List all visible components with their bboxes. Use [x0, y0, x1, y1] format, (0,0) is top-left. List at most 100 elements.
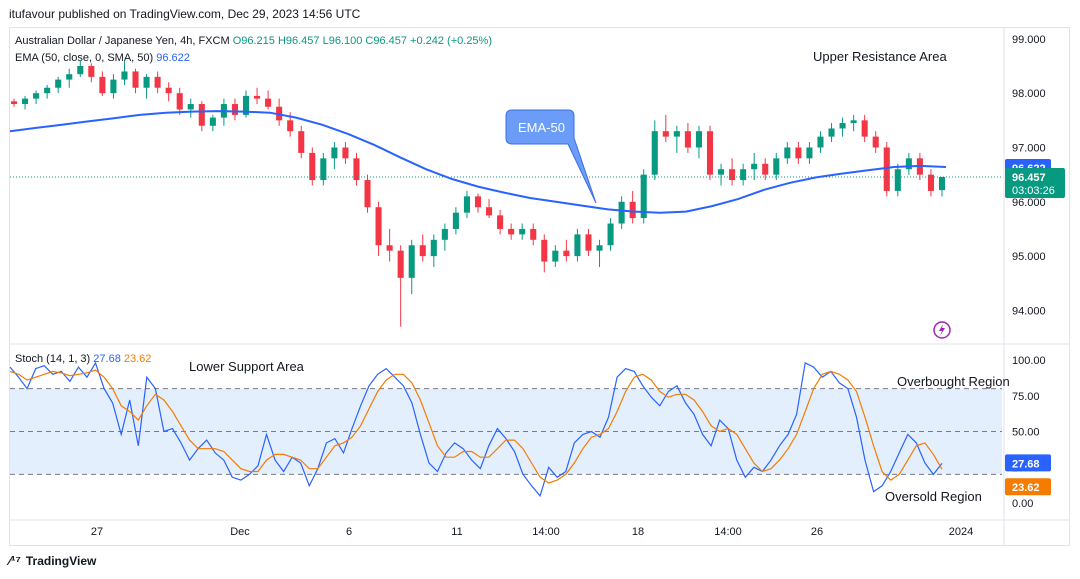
- stoch-label: Stoch (14, 1, 3): [15, 353, 91, 365]
- candle-body: [242, 95, 250, 115]
- stoch-d-value: 23.62: [123, 353, 152, 365]
- last-price-badge: [1005, 167, 1065, 198]
- candle-body: [121, 71, 128, 80]
- oversold-annotation: Oversold Region: [885, 489, 982, 504]
- candle-body: [77, 66, 84, 75]
- candle-body: [353, 158, 360, 181]
- time-tick-label: 14:00: [532, 526, 560, 538]
- candle-body: [552, 250, 559, 262]
- candle-body: [33, 93, 40, 99]
- candle-body: [607, 223, 614, 246]
- candle-body: [88, 66, 95, 77]
- candle-body: [729, 169, 736, 181]
- candle-body: [508, 228, 515, 235]
- candle-body: [55, 79, 62, 88]
- candle-body: [66, 74, 73, 80]
- tradingview-footer[interactable]: ⁄¹⁷ TradingView: [9, 553, 96, 568]
- stoch-legend[interactable]: Stoch (14, 1, 3) 27.68 23.62: [15, 353, 151, 365]
- last-price-badge-text: 96.457: [1012, 172, 1046, 184]
- candle-body: [265, 98, 272, 107]
- stoch-tick-label: 0.00: [1012, 498, 1033, 510]
- candle-body: [662, 131, 669, 137]
- time-tick-label: 18: [632, 526, 644, 538]
- symbol-label: Australian Dollar / Japanese Yen, 4h, FX…: [15, 35, 230, 47]
- candle-body: [541, 239, 548, 262]
- candle-body: [596, 245, 603, 251]
- candle-body: [861, 120, 868, 137]
- candle-body: [375, 207, 382, 246]
- candle-body: [176, 93, 183, 110]
- candle-body: [408, 245, 415, 278]
- upper-resistance-annotation: Upper Resistance Area: [813, 49, 947, 64]
- candle-body: [751, 163, 758, 170]
- stoch-k-badge: [1005, 454, 1051, 472]
- candle-body: [762, 163, 769, 175]
- candle-body: [828, 128, 835, 137]
- candle-body: [817, 136, 824, 148]
- stoch-tick-label: 75.00: [1012, 391, 1040, 403]
- lightning-icon-bolt: [939, 324, 945, 336]
- candle-body: [740, 169, 747, 181]
- ema-label: EMA (50, close, 0, SMA, 50): [15, 52, 154, 64]
- price-tick-label: 95.000: [1012, 251, 1046, 263]
- candle-body: [254, 95, 261, 99]
- candle-body: [430, 239, 437, 257]
- time-tick-label: 26: [811, 526, 823, 538]
- candle-body: [706, 131, 714, 175]
- candle-body: [872, 136, 879, 148]
- candle-body: [651, 131, 658, 175]
- ema-callout-text: EMA-50: [518, 120, 565, 135]
- candle-body: [806, 147, 813, 159]
- stoch-d-line: [9, 369, 943, 484]
- stoch-d-badge: [1005, 478, 1051, 496]
- overbought-annotation: Overbought Region: [897, 374, 1010, 389]
- candle-body: [474, 196, 482, 208]
- candle-body: [574, 234, 581, 257]
- candle-body: [497, 215, 504, 229]
- lightning-icon: [933, 321, 951, 339]
- candle-body: [110, 79, 117, 94]
- ema-legend[interactable]: EMA (50, close, 0, SMA, 50) 96.622: [15, 52, 190, 64]
- time-tick-label: 14:00: [714, 526, 742, 538]
- candle-body: [309, 152, 316, 181]
- candle-body: [22, 98, 29, 105]
- price-tick-label: 99.000: [1012, 34, 1046, 46]
- candle-body: [629, 201, 636, 219]
- time-tick-label: 27: [91, 526, 103, 538]
- price-tick-label: 97.000: [1012, 142, 1046, 154]
- time-tick-label: 2024: [949, 526, 973, 538]
- candle-body: [231, 104, 238, 115]
- time-tick-label: 6: [346, 526, 352, 538]
- candle-body: [132, 71, 139, 88]
- candle-body: [563, 250, 570, 257]
- time-tick-label: Dec: [230, 526, 250, 538]
- tradingview-logo-icon: ⁄¹⁷: [9, 553, 21, 568]
- candle-body: [839, 123, 846, 129]
- price-tick-label: 96.000: [1012, 197, 1046, 209]
- time-tick-label: 11: [451, 526, 462, 538]
- candle-body: [938, 176, 946, 191]
- candle-body: [419, 245, 426, 257]
- price-tick-label: 94.000: [1012, 305, 1046, 317]
- candle-body: [342, 147, 349, 159]
- candle-body: [795, 147, 802, 159]
- price-tick-label: 98.000: [1012, 88, 1046, 100]
- stoch-d-badge-text: 23.62: [1012, 482, 1040, 494]
- candle-body: [10, 101, 18, 105]
- candle-body: [486, 207, 493, 216]
- published-info: itufavour published on TradingView.com, …: [9, 7, 361, 21]
- price-legend[interactable]: Australian Dollar / Japanese Yen, 4h, FX…: [15, 35, 492, 47]
- ohlc-values: O96.215 H96.457 L96.100 C96.457 +0.242 (…: [232, 35, 492, 47]
- stoch-k-line: [9, 361, 943, 498]
- candle-body: [695, 131, 702, 148]
- candle-body: [187, 104, 194, 110]
- ema-callout-bubble: [505, 109, 597, 204]
- countdown-badge-text: 03:03:26: [1012, 185, 1055, 197]
- candle-body: [519, 228, 526, 235]
- stoch-tick-label: 50.00: [1012, 427, 1040, 439]
- candle-body: [927, 174, 934, 191]
- ema-value: 96.622: [156, 52, 190, 64]
- candle-body: [894, 169, 901, 191]
- candle-body: [684, 131, 691, 148]
